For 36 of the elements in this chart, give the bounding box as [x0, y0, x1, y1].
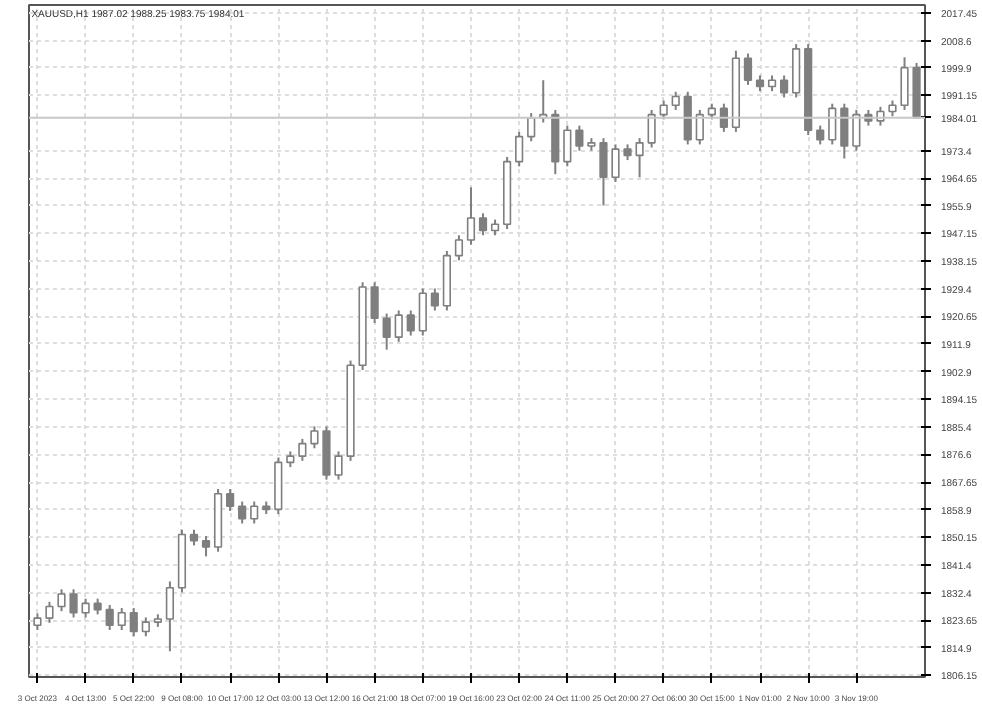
candlestick [370, 281, 379, 324]
candlestick [779, 74, 789, 99]
candlestick [792, 43, 801, 99]
candlestick [551, 108, 560, 176]
candlestick [129, 607, 138, 638]
candlestick [647, 108, 656, 149]
candlestick [466, 186, 476, 246]
candlestick [430, 287, 439, 312]
candlestick [165, 580, 175, 653]
candlestick [274, 456, 283, 516]
candlestick [250, 500, 259, 525]
candlestick [515, 130, 524, 168]
candlestick [201, 535, 211, 558]
candlestick [382, 312, 391, 351]
candlestick [418, 287, 427, 337]
candlestick [394, 309, 403, 343]
candlestick [454, 234, 464, 262]
candlestick [695, 108, 704, 146]
candlestick [478, 212, 488, 237]
candlestick [683, 90, 692, 146]
candlestick [816, 124, 825, 146]
candlestick [828, 102, 837, 146]
candlestick [226, 488, 235, 512]
candlestick [743, 52, 753, 86]
candlestick [852, 108, 861, 152]
candlestick [298, 437, 307, 462]
candlestick [105, 603, 114, 632]
candlestick [238, 500, 247, 525]
candlestick [659, 99, 668, 121]
candlestick [117, 607, 126, 632]
candlestick [840, 102, 849, 160]
candlestick [406, 309, 415, 337]
candlestick [671, 90, 680, 111]
candlestick [575, 124, 584, 152]
candlestick [563, 124, 572, 168]
candlestick [141, 616, 150, 638]
